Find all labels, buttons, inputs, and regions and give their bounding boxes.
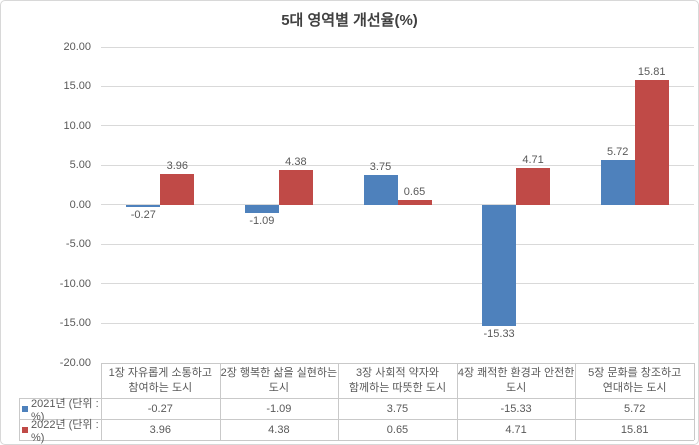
bar-series-2 bbox=[516, 167, 551, 205]
category-header-cell: 3장 사회적 약자와 함께하는 따뜻한 도시 bbox=[348, 366, 447, 394]
gridline bbox=[101, 204, 694, 206]
bar-value-label: 0.65 bbox=[403, 185, 426, 198]
bar-value-label: -0.27 bbox=[130, 208, 156, 221]
y-axis-tick-label: 20.00 bbox=[63, 41, 91, 53]
gridline bbox=[101, 243, 694, 245]
gridline bbox=[101, 85, 694, 87]
legend-series-name: 2022년 (단위 : %) bbox=[31, 418, 99, 444]
gridline bbox=[101, 125, 694, 127]
gridline bbox=[101, 283, 694, 285]
bar-value-label: 4.71 bbox=[522, 153, 544, 166]
y-axis-tick-label: -15.00 bbox=[59, 317, 91, 330]
y-axis-tick-label: -5.00 bbox=[65, 238, 91, 251]
table-border bbox=[19, 398, 694, 399]
bar-value-label: 15.81 bbox=[637, 66, 666, 79]
y-axis-tick-label: -10.00 bbox=[59, 277, 91, 290]
table-border bbox=[456, 363, 458, 440]
gridline bbox=[101, 322, 694, 324]
category-header-cell: 2장 행복한 삶을 실현하는 도시 bbox=[220, 366, 338, 394]
legend-label-2: 2022년 (단위 : %) bbox=[19, 419, 101, 444]
legend-label-1: 2021년 (단위 : %) bbox=[19, 398, 101, 423]
category-header-cell: 5장 문화를 창조하고 연대하는 도시 bbox=[588, 366, 682, 394]
bar-value-label: -15.33 bbox=[483, 327, 515, 340]
gridline bbox=[101, 46, 694, 48]
table-border bbox=[101, 363, 694, 364]
legend-marker-icon bbox=[22, 405, 28, 412]
chart-title: 5대 영역별 개선율(%) bbox=[281, 12, 418, 29]
table-value-cell: 4.71 bbox=[505, 423, 527, 436]
table-border bbox=[19, 398, 20, 440]
table-value-cell: 3.75 bbox=[386, 402, 409, 415]
bar-value-label: -1.09 bbox=[249, 215, 275, 228]
y-axis-tick-label: 0.00 bbox=[69, 198, 91, 211]
table-border bbox=[219, 363, 221, 440]
table-border bbox=[338, 363, 340, 440]
bar-series-2 bbox=[278, 170, 313, 205]
bar-value-label: 3.75 bbox=[369, 161, 392, 174]
bar-value-label: 4.38 bbox=[285, 156, 307, 169]
table-border bbox=[19, 419, 694, 420]
table-border bbox=[19, 440, 694, 441]
bar-series-1 bbox=[363, 175, 398, 205]
table-value-cell: 15.81 bbox=[620, 423, 649, 436]
bar-series-2 bbox=[634, 80, 669, 205]
category-header-cell: 1장 자유롭게 소통하고 참여하는 도시 bbox=[108, 366, 212, 394]
bar-series-1 bbox=[244, 204, 279, 214]
y-axis-tick-label: 15.00 bbox=[63, 80, 91, 93]
bar-value-label: 3.96 bbox=[166, 159, 188, 172]
table-value-cell: 5.72 bbox=[623, 402, 646, 415]
y-axis-tick-label: 10.00 bbox=[63, 119, 91, 132]
bar-series-1 bbox=[482, 204, 517, 326]
legend-marker-icon bbox=[22, 426, 28, 433]
bar-series-2 bbox=[397, 199, 432, 205]
y-axis-tick-label: 5.00 bbox=[69, 159, 91, 172]
legend-series-name: 2021년 (단위 : %) bbox=[31, 397, 99, 423]
table-value-cell: -0.27 bbox=[147, 402, 173, 415]
bar-series-1 bbox=[126, 204, 161, 207]
table-border bbox=[101, 363, 102, 440]
table-value-cell: 3.96 bbox=[149, 423, 171, 436]
category-header-cell: 4장 쾌적한 환경과 안전한 도시 bbox=[457, 366, 575, 394]
bar-value-label: 5.72 bbox=[606, 145, 629, 158]
table-value-cell: -15.33 bbox=[500, 402, 532, 415]
bar-series-2 bbox=[160, 173, 195, 205]
table-value-cell: -1.09 bbox=[266, 402, 292, 415]
table-value-cell: 0.65 bbox=[386, 423, 409, 436]
gridline bbox=[101, 164, 694, 166]
table-border bbox=[575, 363, 577, 440]
table-value-cell: 4.38 bbox=[268, 423, 290, 436]
bar-series-1 bbox=[600, 159, 635, 205]
y-axis-tick-label: -20.00 bbox=[59, 356, 91, 369]
table-border bbox=[694, 363, 695, 440]
